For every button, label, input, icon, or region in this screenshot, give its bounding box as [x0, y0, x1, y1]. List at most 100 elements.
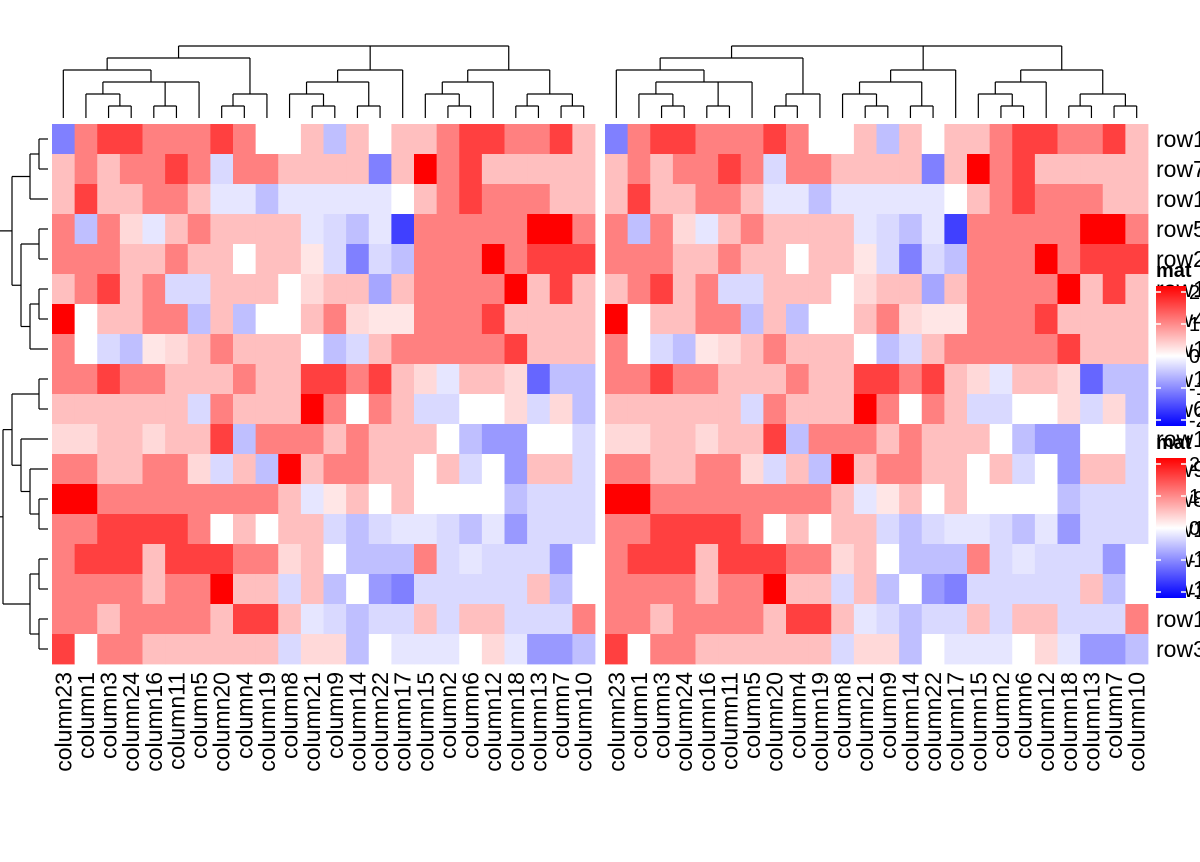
heatmap-cell — [1125, 394, 1149, 425]
heatmap-cell — [1012, 214, 1036, 245]
heatmap-cell — [97, 304, 121, 335]
heatmap-cell — [808, 244, 832, 275]
heatmap-cell — [627, 394, 651, 425]
heatmap-cell — [436, 514, 460, 545]
heatmap-cell — [1080, 334, 1104, 365]
heatmap-cell — [989, 244, 1013, 275]
heatmap-cell — [210, 634, 234, 665]
heatmap-cell — [1012, 154, 1036, 185]
heatmap-cell — [1125, 454, 1149, 485]
heatmap-cell — [921, 514, 945, 545]
heatmap-cell — [368, 334, 392, 365]
heatmap-cell — [695, 124, 719, 155]
heatmap-cell — [52, 184, 76, 215]
row-label: row3 — [1156, 636, 1200, 662]
heatmap-cell — [853, 454, 877, 485]
heatmap-cell — [300, 244, 324, 275]
heatmap-cell — [527, 364, 551, 395]
heatmap-cell — [786, 634, 810, 665]
heatmap-cell — [436, 484, 460, 515]
heatmap-cell — [255, 604, 279, 635]
heatmap-cell — [323, 484, 347, 515]
heatmap-cell — [876, 394, 900, 425]
heatmap-cell — [650, 334, 674, 365]
heatmap-cell — [549, 244, 573, 275]
heatmap-cell — [650, 124, 674, 155]
heatmap-cell — [672, 274, 696, 305]
heatmap-cell — [391, 124, 415, 155]
heatmap-cell — [967, 394, 991, 425]
heatmap-cell — [414, 574, 438, 605]
heatmap-cell — [831, 394, 855, 425]
heatmap-cell — [504, 244, 528, 275]
heatmap-cell — [853, 574, 877, 605]
heatmap-cell — [1080, 484, 1104, 515]
heatmap-cell — [187, 484, 211, 515]
heatmap-cell — [549, 124, 573, 155]
heatmap-cell — [672, 484, 696, 515]
heatmap-cell — [278, 394, 302, 425]
heatmap-cell — [391, 394, 415, 425]
heatmap-cell — [1080, 634, 1104, 665]
heatmap-cell — [718, 124, 742, 155]
heatmap-cell — [876, 424, 900, 455]
heatmap-cell — [967, 334, 991, 365]
column-label: column6 — [458, 672, 484, 759]
heatmap-cell — [1102, 274, 1126, 305]
heatmap-cell — [740, 514, 764, 545]
heatmap-cell — [165, 184, 189, 215]
heatmap-cell — [1080, 604, 1104, 635]
heatmap-cell — [504, 214, 528, 245]
heatmap-cell — [323, 214, 347, 245]
heatmap-cell — [1125, 574, 1149, 605]
heatmap-cell — [549, 304, 573, 335]
column-label: column18 — [1056, 672, 1082, 772]
heatmap-cell — [1080, 214, 1104, 245]
heatmap-cell — [233, 334, 257, 365]
heatmap-cell — [876, 214, 900, 245]
heatmap-cell — [1057, 334, 1081, 365]
heatmap-cell — [346, 604, 370, 635]
heatmap-cell — [391, 154, 415, 185]
heatmap-cell — [921, 424, 945, 455]
heatmap-cell — [786, 424, 810, 455]
heatmap-cell — [1057, 364, 1081, 395]
heatmap-cell — [944, 394, 968, 425]
heatmap-cell — [97, 364, 121, 395]
heatmap-cell — [718, 394, 742, 425]
heatmap-cell — [1102, 124, 1126, 155]
heatmap-cell — [142, 154, 166, 185]
heatmap-cell — [233, 244, 257, 275]
heatmap-cell — [605, 454, 629, 485]
heatmap-cell — [627, 514, 651, 545]
column-label: column17 — [390, 672, 416, 772]
heatmap-cell — [187, 424, 211, 455]
heatmap-cell — [605, 184, 629, 215]
heatmap-cell — [481, 424, 505, 455]
heatmap-cell — [165, 394, 189, 425]
legend-tick-label: 0 — [1189, 346, 1200, 368]
column-label: column22 — [920, 672, 946, 772]
heatmap-cell — [650, 184, 674, 215]
heatmap-cell — [165, 364, 189, 395]
heatmap-cell — [323, 574, 347, 605]
heatmap-cell — [1125, 334, 1149, 365]
heatmap-cell — [391, 514, 415, 545]
heatmap-cell — [459, 604, 483, 635]
legend-title: mat — [1156, 260, 1192, 282]
heatmap-cell — [1080, 124, 1104, 155]
heatmap-cell — [605, 364, 629, 395]
heatmap-cell — [278, 274, 302, 305]
heatmap-cell — [187, 454, 211, 485]
heatmap-cell — [921, 244, 945, 275]
heatmap-cell — [255, 454, 279, 485]
heatmap-cell — [627, 424, 651, 455]
heatmap-cell — [233, 454, 257, 485]
heatmap-cell — [1102, 484, 1126, 515]
heatmap-cell — [436, 454, 460, 485]
heatmap-cell — [967, 304, 991, 335]
heatmap-cell — [718, 334, 742, 365]
heatmap-cell — [187, 634, 211, 665]
heatmap-cell — [323, 334, 347, 365]
